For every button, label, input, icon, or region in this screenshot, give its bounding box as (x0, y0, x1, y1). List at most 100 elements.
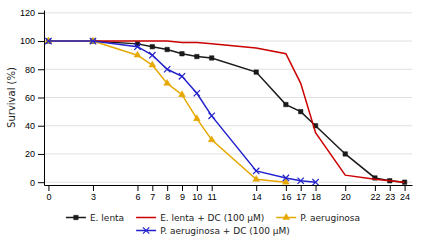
x-tick: 8 (165, 185, 170, 202)
series-marker (195, 54, 199, 58)
x-tick: 16 (281, 185, 291, 202)
series-marker (179, 73, 185, 79)
y-tick-mark (38, 98, 44, 99)
chart: E. lenta E. lenta + DC (100 μM) P. aerugin… (0, 0, 426, 239)
series-line (48, 41, 315, 182)
x-tick-label: 23 (385, 192, 395, 202)
series-marker (180, 52, 184, 56)
plot: 0367891011141617182022232402040608010012… (20, 8, 413, 202)
x-tick-label: 17 (296, 192, 306, 202)
legend-marker (143, 227, 149, 233)
grid-line (44, 69, 412, 70)
grid (44, 13, 412, 182)
x-tick: 10 (192, 185, 202, 202)
series-line (48, 41, 404, 182)
grid-line (44, 125, 412, 126)
series-marker (208, 136, 215, 142)
x-tick-label: 24 (400, 192, 410, 202)
y-tick-label: 20 (25, 149, 35, 159)
series-marker (298, 178, 304, 184)
grid-line (44, 12, 412, 13)
x-tick-mark (152, 185, 153, 191)
x-tick-label: 22 (370, 192, 380, 202)
x-tick-label: 0 (46, 192, 51, 202)
x-tick: 23 (385, 185, 395, 202)
x-tick: 24 (400, 185, 410, 202)
y-tick-label: 100 (20, 36, 35, 46)
x-tick-label: 16 (281, 192, 291, 202)
x-tick-mark (48, 185, 49, 191)
x-tick: 7 (150, 185, 155, 202)
y-tick: 80 (25, 65, 44, 75)
series-line (48, 41, 285, 182)
legend-item: E. lenta + DC (100 μM) (136, 213, 264, 223)
series-marker (134, 44, 140, 50)
y-tick-mark (38, 69, 44, 70)
legend: E. lenta E. lenta + DC (100 μM) P. aerugin… (66, 213, 360, 236)
series-marker (150, 44, 154, 48)
x-tick-label: 18 (311, 192, 321, 202)
y-tick-mark (38, 126, 44, 127)
x-tick: 20 (341, 185, 351, 202)
x-tick-mark (286, 185, 287, 191)
x-tick-label: 20 (341, 192, 351, 202)
x-tick-mark (137, 185, 138, 191)
series-marker (343, 152, 347, 156)
series-line (48, 41, 404, 182)
x-tick-mark (167, 185, 168, 191)
x-tick-mark (345, 185, 346, 191)
series-marker (209, 56, 213, 60)
x-tick: 14 (252, 185, 262, 202)
x-tick-label: 9 (180, 192, 185, 202)
legend-swatch (136, 217, 156, 219)
x-tick: 6 (135, 185, 140, 202)
x-tick: 0 (46, 185, 51, 202)
x-tick-mark (182, 185, 183, 191)
series-marker (165, 47, 169, 51)
legend-marker (74, 215, 78, 219)
y-tick: 0 (30, 178, 44, 188)
x-tick-label: 8 (165, 192, 170, 202)
y-tick-label: 80 (25, 65, 35, 75)
series-marker (193, 115, 200, 121)
x-tick: 22 (370, 185, 380, 202)
x-tick: 18 (311, 185, 321, 202)
grid-line (44, 97, 412, 98)
series-marker (253, 168, 259, 174)
x-tick-mark (256, 185, 257, 191)
y-tick-label: 40 (25, 121, 35, 131)
x-tick-mark (301, 185, 302, 191)
series-marker (164, 66, 170, 72)
y-tick-label: 0 (30, 178, 35, 188)
x-tick-mark (390, 185, 391, 191)
legend-item: E. lenta (66, 213, 124, 223)
x-tick-label: 3 (91, 192, 96, 202)
x-tick-mark (405, 185, 406, 191)
x-axis: 0 3 6789 10 11 14 16 17 18 20 22 23 24 (45, 185, 413, 202)
x-tick-mark (197, 185, 198, 191)
series-marker (164, 79, 171, 85)
x-tick-label: 11 (208, 192, 217, 202)
x-tick-label: 7 (150, 192, 155, 202)
x-tick: 3 (91, 185, 96, 202)
x-axis-line (45, 185, 413, 186)
y-tick: 120 (20, 8, 44, 18)
series-group (45, 37, 407, 185)
series-marker (253, 175, 260, 181)
x-tick-mark (316, 185, 317, 191)
x-tick-label: 14 (252, 192, 262, 202)
y-tick-mark (38, 41, 44, 42)
series-marker (179, 91, 186, 97)
series-marker (312, 179, 318, 185)
grid-line (44, 182, 412, 183)
x-tick-mark (93, 185, 94, 191)
legend-label: P. aeruginosa (300, 213, 360, 223)
series-marker (149, 52, 155, 58)
series-marker (254, 70, 258, 74)
x-tick-label: 6 (135, 192, 140, 202)
series-marker (283, 175, 289, 181)
legend-item: P. aeruginosa + DC (100 μM) (136, 226, 290, 236)
y-tick-label: 120 (20, 8, 35, 18)
series-marker (90, 38, 96, 44)
series-marker (284, 102, 288, 106)
